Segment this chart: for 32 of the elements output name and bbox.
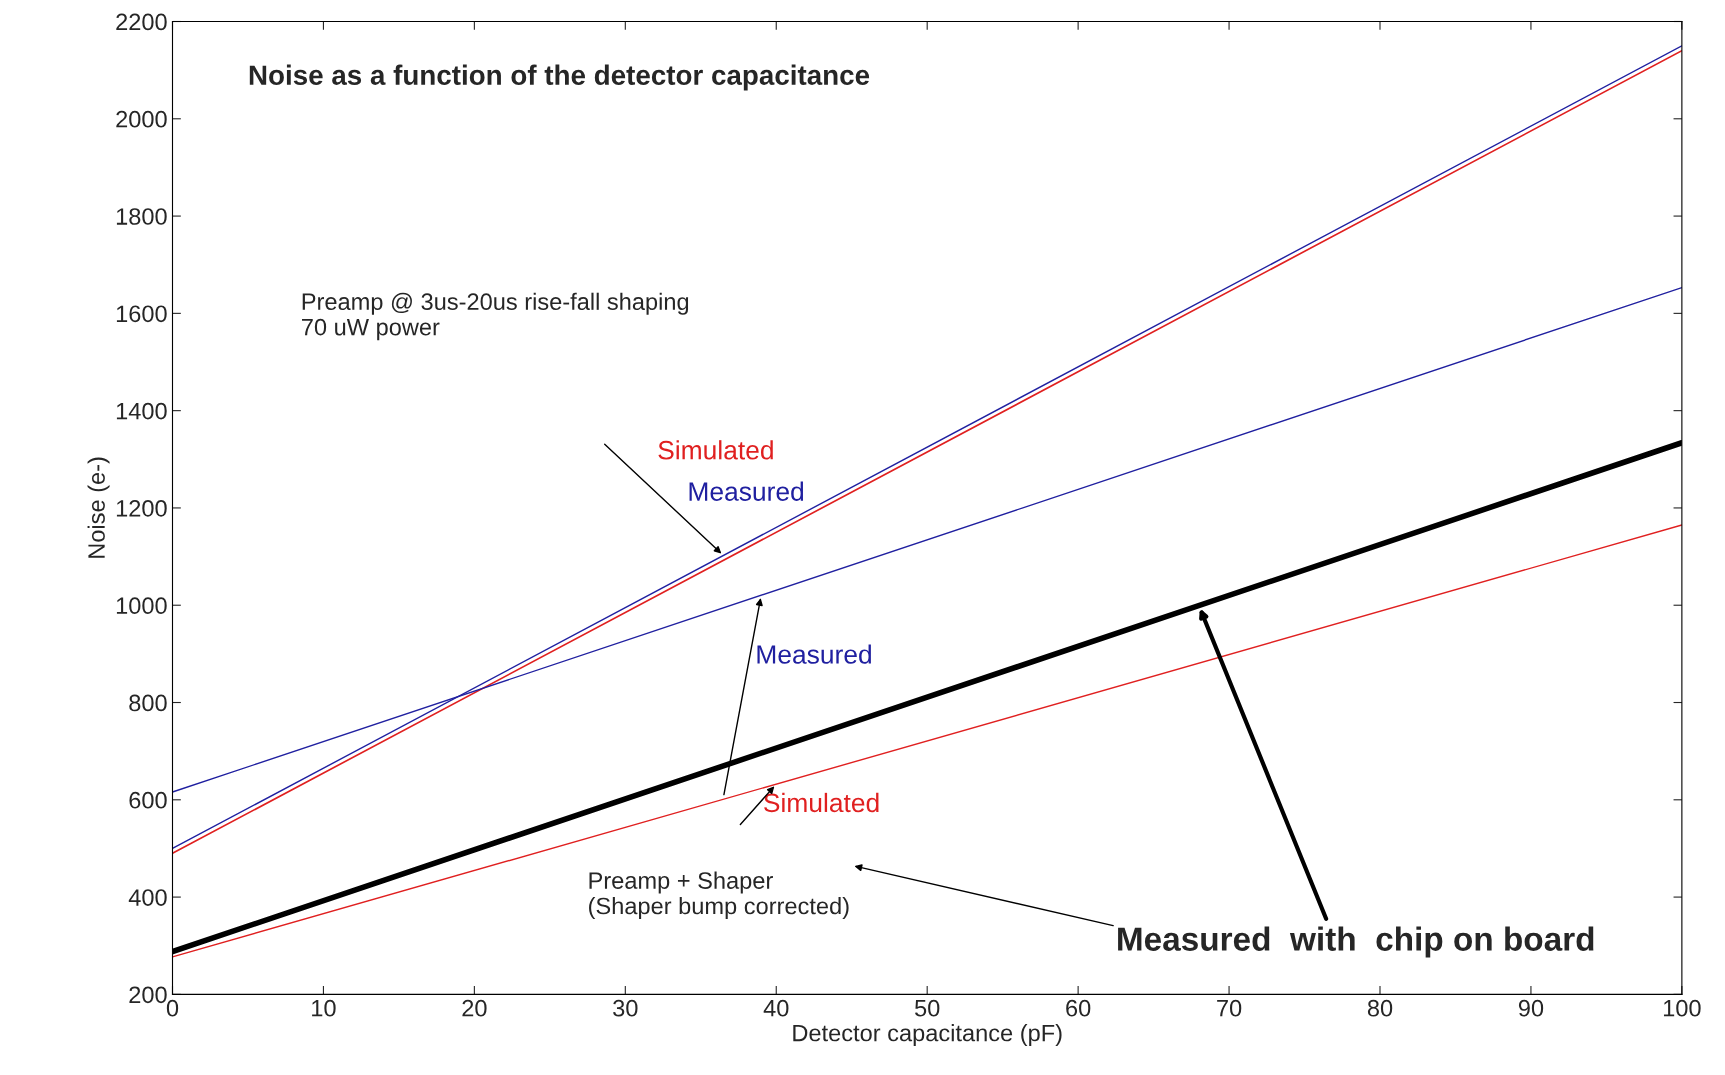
- x-tick-label: 90: [1518, 999, 1544, 1017]
- x-tick-label: 100: [1663, 999, 1701, 1017]
- annotation: Preamp + Shaper (Shaper bump corrected): [589, 871, 849, 920]
- text: Simulated: [658, 440, 773, 460]
- annotation: Measured with chip on board: [1118, 926, 1594, 958]
- series-label: Measured: [689, 481, 804, 501]
- y-tick-label: 1600: [116, 305, 167, 323]
- x-tick-label: 20: [462, 999, 487, 1017]
- x-tick-label: 60: [1066, 999, 1091, 1017]
- y-tick-label: 200: [129, 986, 167, 1004]
- y-tick-label: 600: [129, 791, 167, 809]
- y-tick-label: 400: [128, 889, 167, 906]
- x-tick-label: 30: [613, 999, 638, 1017]
- x-tick-label: 0: [166, 999, 179, 1017]
- x-tick-label: 80: [1367, 999, 1393, 1017]
- y-tick-label: 1400: [116, 402, 167, 420]
- series-label: Simulated: [764, 792, 879, 813]
- y-tick-label: 1800: [116, 208, 167, 225]
- y-tick-label: 800: [129, 694, 167, 712]
- x-tick-label: 50: [915, 999, 940, 1017]
- y-tick-label: 2200: [116, 13, 167, 31]
- y-tick-label: 1200: [116, 500, 167, 517]
- text: Noise as a function of the detector capacitance: [249, 64, 870, 91]
- x-tick-label: 10: [312, 999, 336, 1017]
- x-tick-label: 40: [763, 999, 789, 1017]
- annotation: Preamp @ 3us-20us rise-fall shaping 70 uW power: [302, 292, 689, 341]
- y-tick-label: 1000: [116, 597, 167, 615]
- series-label: Measured: [757, 644, 871, 664]
- x-axis-title: Detector capacitance (pF): [793, 1024, 1062, 1047]
- x-tick-label: 70: [1217, 999, 1242, 1017]
- y-axis-title: Noise (e-): [87, 457, 110, 558]
- y-tick-label: 2000: [116, 110, 167, 128]
